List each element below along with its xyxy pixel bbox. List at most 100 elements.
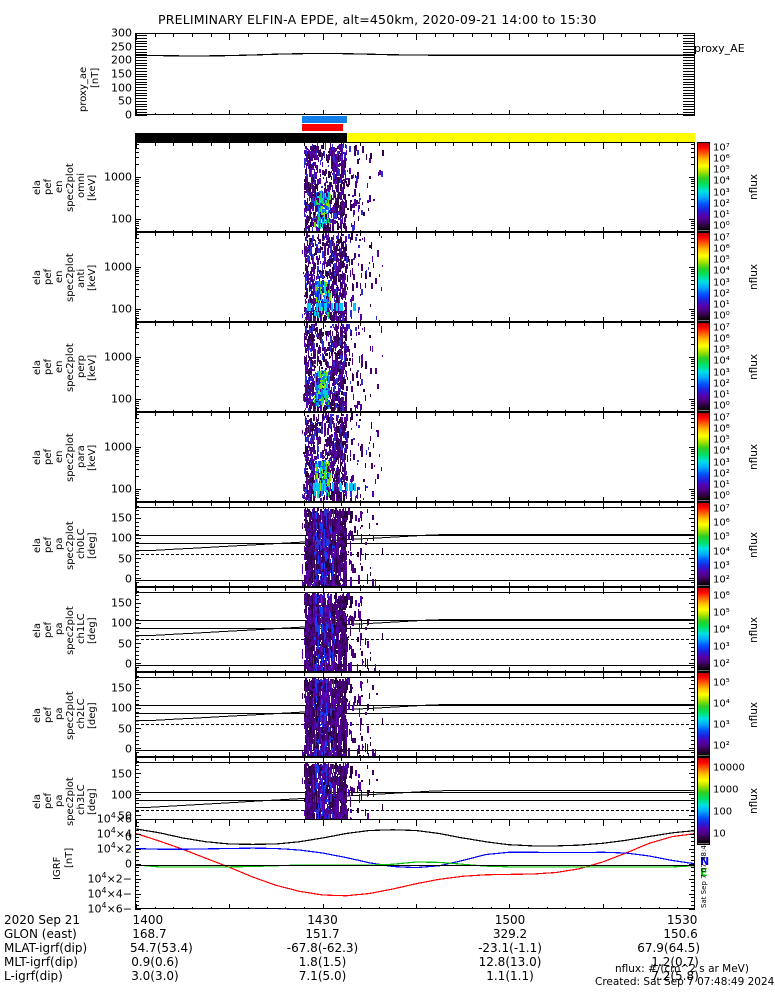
- pa_ch0LC-refline-65: [136, 553, 694, 555]
- igrf-minor-tick: [135, 841, 139, 842]
- colorbar-en_perp-label: nflux: [748, 353, 760, 380]
- en_anti-ylabel-line-2: en: [54, 270, 65, 283]
- pa_ch0LC-minor-tick: [135, 558, 139, 560]
- en_omni-minor-tick: [691, 141, 695, 143]
- colorbar-en_para-tick-3: 10³: [713, 457, 730, 469]
- en_anti-minor-tick: [135, 276, 139, 278]
- pa_ch0LC-minor-tick: [135, 509, 139, 511]
- colorbar-en_anti-tick-3: 10³: [713, 277, 730, 289]
- proxy-ae-minor-tick: [683, 40, 695, 42]
- igrf-minor-tick: [691, 844, 695, 846]
- en_perp-ylabel-line-4: perp: [76, 355, 87, 379]
- en_para-minor-tick: [691, 448, 695, 450]
- pa_ch0LC-minor-tick: [135, 554, 139, 556]
- en_anti-minor-tick: [691, 237, 695, 239]
- pa_ch1LC-minor-tick: [691, 659, 695, 661]
- proxy-ae-minor-tick: [683, 109, 695, 111]
- pa_ch0LC-minor-tick: [135, 517, 139, 519]
- igrf-minor-tick: [135, 882, 139, 884]
- pa_ch1LC-minor-tick: [135, 598, 139, 600]
- pa_ch2LC-minor-tick: [691, 691, 695, 693]
- pa_ch0LC-minor-tick: [135, 525, 139, 527]
- pa_ch3LC-minor-tick: [135, 798, 139, 800]
- proxy-ae-minor-tick: [135, 73, 147, 75]
- pa_ch3LC-minor-tick: [135, 806, 139, 808]
- igrf-legend-E: E: [700, 866, 708, 879]
- pa_ch0LC-minor-tick: [135, 529, 139, 531]
- colorbar-en_para-tick-6: 10⁶: [713, 423, 730, 435]
- en_omni-minor-tick: [135, 206, 139, 208]
- pa_ch1LC-minor-tick: [135, 651, 139, 653]
- colorbar-pa_ch1LC: [697, 587, 710, 672]
- en_anti-minor-tick: [135, 231, 139, 233]
- colorbar-pa_ch3LC-tick-2: 1000: [713, 784, 739, 796]
- proxy-ae-minor-tick: [683, 70, 695, 72]
- bottom-axis-cell-2-0: 54.7(53.4): [129, 941, 193, 955]
- colorbar-pa_ch1LC-tick-0: 10²: [713, 658, 730, 669]
- en_anti-ylabel-line-3: spec2plot: [65, 253, 76, 303]
- en_perp-minor-tick: [691, 327, 695, 329]
- proxy-ae-minor-tick: [135, 59, 147, 61]
- pa_ch2LC-minor-tick: [135, 671, 139, 673]
- page-title: PRELIMINARY ELFIN-A EPDE, alt=450km, 202…: [158, 12, 597, 27]
- en_omni-minor-tick: [135, 151, 139, 153]
- pa_ch2LC-minor-tick: [135, 732, 139, 734]
- en_para-minor-tick: [135, 434, 139, 436]
- en_perp-minor-tick: [691, 336, 695, 338]
- igrf-legend-N: N: [700, 855, 710, 868]
- en_para-minor-tick: [135, 426, 139, 428]
- igrf-minor-tick: [691, 833, 695, 835]
- en_perp-minor-tick: [135, 408, 139, 410]
- proxy-ae-minor-tick: [683, 65, 695, 67]
- pa_ch3LC-ylabel-line-0: ela: [32, 794, 43, 810]
- proxy-ae-minor-tick: [683, 92, 695, 94]
- pa_ch0LC-ylabel-line-3: spec2plot: [65, 520, 76, 570]
- pa_ch3LC-minor-tick: [135, 777, 139, 779]
- igrf-minor-tick: [691, 818, 695, 820]
- en_omni-ylabel-line-5: [keV]: [87, 174, 98, 201]
- en_para-minor-tick: [691, 421, 695, 423]
- pa_ch0LC-minor-tick: [135, 533, 139, 535]
- en_omni-ylabel-line-1: pef: [43, 179, 54, 196]
- pa_ch3LC-minor-tick: [135, 781, 139, 783]
- proxy-ae-minor-tick: [683, 54, 695, 56]
- en_anti-ylabel-line-1: pef: [43, 269, 54, 286]
- en_perp-minor-tick: [135, 336, 139, 338]
- en_para-minor-tick: [135, 417, 139, 419]
- igrf-minor-tick: [135, 878, 139, 880]
- colorbar-pa_ch1LC-tick-2: 10⁴: [713, 624, 730, 635]
- pa_ch2LC-minor-tick: [691, 728, 695, 730]
- panel-pa_ch1LC: [135, 587, 695, 672]
- en_perp-minor-tick: [135, 321, 139, 323]
- en_para-minor-tick: [135, 451, 139, 452]
- pa_ch0LC-minor-tick: [691, 554, 695, 556]
- pa_ch0LC-minor-tick: [135, 562, 139, 564]
- en_anti-minor-tick: [691, 268, 695, 270]
- proxy-ae-minor-tick: [683, 100, 695, 102]
- en_para-minor-tick: [691, 459, 695, 461]
- proxy-ae-minor-tick: [135, 37, 147, 39]
- pa_ch3LC-minor-tick: [135, 773, 139, 775]
- igrf-minor-tick: [135, 863, 139, 865]
- pa_ch0LC-ylabel-line-0: ela: [32, 537, 43, 553]
- igrf-minor-tick: [135, 901, 139, 902]
- en_para-ylabel-line-4: para: [76, 445, 87, 469]
- pa_ch3LC-ylabel-line-2: pa: [54, 794, 65, 807]
- en_anti-minor-tick: [135, 283, 139, 285]
- bottom-axis-row-label-2: MLAT-igrf(dip): [4, 941, 88, 955]
- pa_ch0LC-ylabel-line-4: ch0LC: [76, 527, 87, 559]
- proxy-ae-minor-tick: [135, 48, 147, 50]
- colorbar-pa_ch3LC: [697, 757, 710, 845]
- en_para-minor-tick: [135, 448, 139, 450]
- igrf-minor-tick: [135, 837, 139, 839]
- pa_ch0LC-ylabel-line-1: pef: [43, 536, 54, 553]
- pa_ch2LC-minor-tick: [135, 720, 139, 722]
- proxy-ae-minor-tick: [135, 111, 147, 113]
- colorbar-en_perp-tick-6: 10⁶: [713, 333, 730, 345]
- proxy-ae-ylabel: proxy_ae: [78, 66, 89, 112]
- igrf-minor-tick: [135, 833, 139, 835]
- pa_ch0LC-minor-tick: [691, 517, 695, 519]
- en_omni-minor-tick: [135, 193, 139, 195]
- panel-proxy-ae: [135, 33, 695, 115]
- pa_ch3LC-minor-tick: [691, 794, 695, 796]
